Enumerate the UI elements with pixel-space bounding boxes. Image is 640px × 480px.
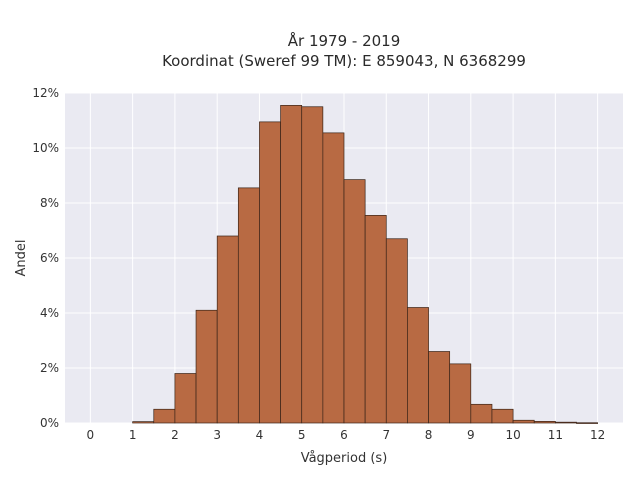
y-tick-label-3: 6% — [40, 251, 59, 265]
histogram-bar-5 — [237, 187, 260, 424]
histogram-bar-3 — [195, 309, 218, 424]
x-tick-label-1: 1 — [129, 428, 137, 442]
histogram-bar-1 — [153, 408, 176, 424]
x-tick-label-9: 9 — [467, 428, 475, 442]
histogram-bars — [132, 105, 598, 424]
histogram-bar-16 — [470, 403, 493, 424]
x-axis-ticks: 0 1 2 3 4 5 6 7 8 9 10 11 12 — [87, 428, 606, 442]
histogram-bar-0 — [132, 421, 155, 424]
y-tick-label-0: 0% — [40, 416, 59, 430]
histogram-bar-9 — [322, 132, 345, 424]
histogram-bar-7 — [280, 105, 303, 424]
x-axis-label: Vågperiod (s) — [301, 451, 388, 466]
histogram-bar-10 — [343, 179, 366, 424]
histogram-bar-20 — [555, 421, 577, 424]
x-tick-label-8: 8 — [425, 428, 433, 442]
chart-title-line1: År 1979 - 2019 — [288, 31, 401, 50]
x-tick-label-10: 10 — [505, 428, 520, 442]
histogram-bar-8 — [301, 106, 324, 424]
y-tick-label-4: 8% — [40, 196, 59, 210]
x-tick-label-11: 11 — [548, 428, 563, 442]
y-axis-ticks: 0% 2% 4% 6% 8% 10% 12% — [32, 86, 59, 430]
histogram-bar-15 — [449, 363, 472, 424]
histogram-bar-19 — [533, 421, 556, 424]
histogram-bar-12 — [385, 238, 408, 424]
histogram-bar-6 — [259, 121, 281, 424]
x-tick-label-3: 3 — [213, 428, 221, 442]
histogram-bar-4 — [216, 235, 239, 424]
histogram-bar-11 — [364, 215, 387, 424]
x-tick-label-4: 4 — [256, 428, 264, 442]
x-tick-label-6: 6 — [340, 428, 348, 442]
y-tick-label-2: 4% — [40, 306, 59, 320]
histogram-bar-21 — [576, 422, 598, 424]
histogram-bar-13 — [407, 307, 429, 424]
y-tick-label-5: 10% — [32, 141, 59, 155]
histogram-bar-14 — [428, 351, 451, 424]
histogram-bar-2 — [174, 373, 197, 424]
y-tick-label-6: 12% — [32, 86, 59, 100]
x-tick-label-12: 12 — [590, 428, 605, 442]
x-tick-label-7: 7 — [382, 428, 390, 442]
x-tick-label-5: 5 — [298, 428, 306, 442]
y-axis-label: Andel — [14, 240, 29, 277]
y-tick-label-1: 2% — [40, 361, 59, 375]
x-tick-label-0: 0 — [87, 428, 95, 442]
histogram-bar-18 — [512, 419, 535, 424]
chart-title-line2: Koordinat (Sweref 99 TM): E 859043, N 63… — [162, 52, 526, 70]
x-tick-label-2: 2 — [171, 428, 179, 442]
histogram-bar-17 — [491, 408, 514, 424]
